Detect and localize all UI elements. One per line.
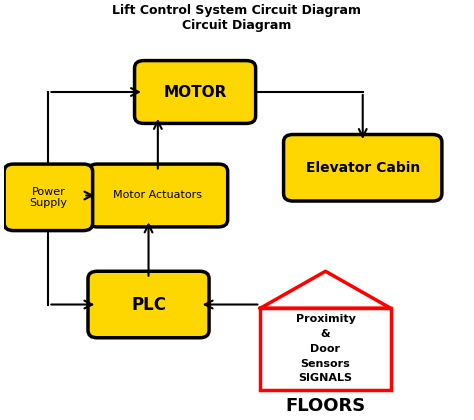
Text: FLOORS: FLOORS (285, 397, 365, 415)
Text: Door: Door (310, 344, 340, 354)
Text: Power
Supply: Power Supply (29, 186, 67, 208)
Text: Elevator Cabin: Elevator Cabin (306, 161, 420, 175)
Text: Sensors: Sensors (301, 359, 350, 369)
Text: PLC: PLC (131, 296, 166, 313)
FancyBboxPatch shape (135, 60, 255, 123)
Text: Motor Actuators: Motor Actuators (113, 191, 202, 200)
FancyBboxPatch shape (283, 134, 442, 201)
Title: Lift Control System Circuit Diagram
Circuit Diagram: Lift Control System Circuit Diagram Circ… (112, 4, 362, 32)
FancyBboxPatch shape (88, 271, 209, 338)
Bar (260, 308, 391, 389)
FancyBboxPatch shape (88, 164, 228, 227)
Text: Proximity: Proximity (296, 314, 356, 324)
Text: MOTOR: MOTOR (164, 84, 227, 100)
Text: SIGNALS: SIGNALS (299, 373, 353, 383)
Text: &: & (321, 329, 330, 339)
FancyBboxPatch shape (4, 164, 92, 231)
